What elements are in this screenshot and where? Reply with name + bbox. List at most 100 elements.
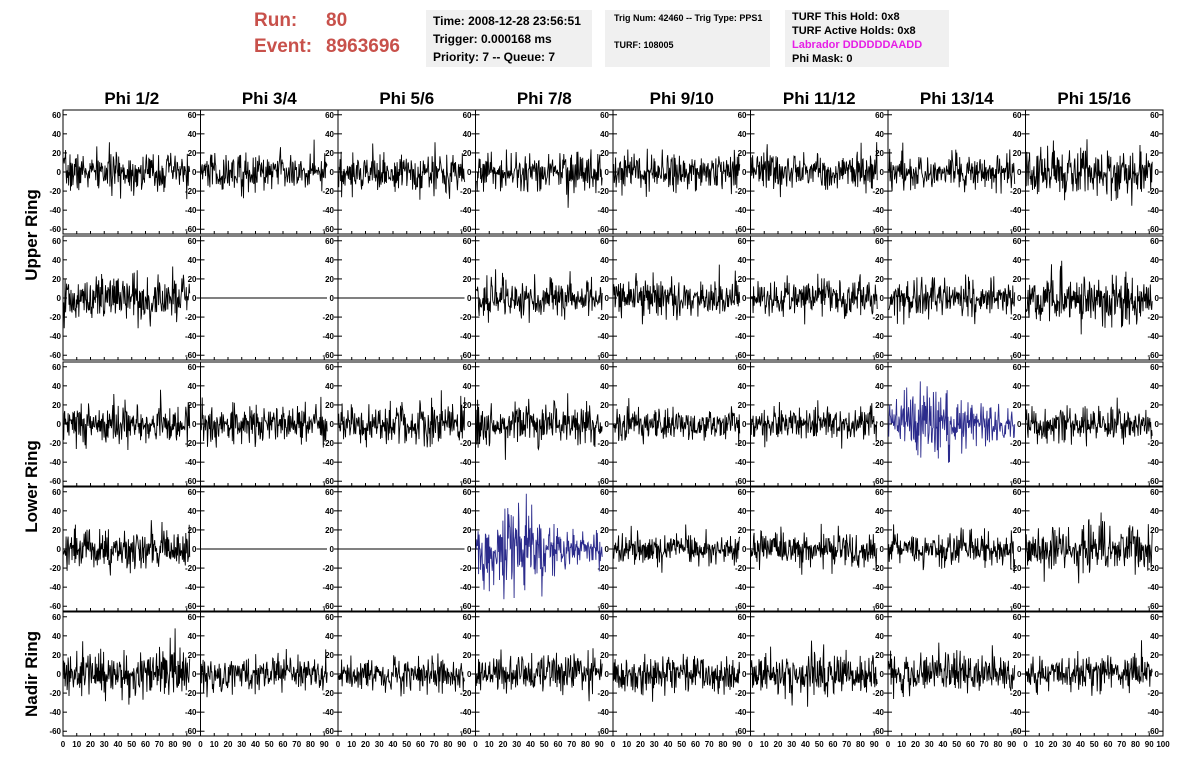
y-tick-label: -60: [322, 477, 334, 486]
y-tick-label: -20: [735, 313, 747, 322]
y-tick-label: -20: [1010, 439, 1022, 448]
y-tick-label: 40: [1013, 507, 1022, 516]
x-tick-label: 30: [100, 740, 109, 749]
waveform-panel: -60 -40 -20 0 20 40 60: [200, 235, 339, 361]
y-tick-label: 20: [875, 149, 884, 158]
x-tick-label: 70: [292, 740, 301, 749]
waveform-trace: [1025, 260, 1153, 335]
x-tick-label: 70: [567, 740, 576, 749]
y-tick-label: 20: [600, 526, 609, 535]
y-tick-label: 20: [738, 401, 747, 410]
x-tick-label: 90: [1145, 740, 1154, 749]
y-tick-label: 20: [325, 651, 334, 660]
x-tick-label: 60: [829, 740, 838, 749]
y-tick-label: -40: [49, 332, 61, 341]
y-tick-label: 0: [880, 545, 885, 554]
time-info-box: Time: 2008-12-28 23:56:51 Trigger: 0.000…: [426, 10, 592, 67]
x-tick-label: 50: [952, 740, 961, 749]
y-tick-label: -60: [460, 602, 472, 611]
y-tick-label: 60: [738, 111, 747, 120]
x-tick-label: 60: [691, 740, 700, 749]
waveform-trace: [338, 653, 465, 697]
y-tick-label: 40: [738, 382, 747, 391]
y-tick-label: 20: [1013, 149, 1022, 158]
x-tick-label: 20: [1049, 740, 1058, 749]
y-tick-label: 40: [1013, 256, 1022, 265]
y-tick-label: 20: [875, 526, 884, 535]
y-tick-label: 60: [738, 363, 747, 372]
y-tick-label: 60: [52, 237, 61, 246]
y-tick-label: -20: [872, 187, 884, 196]
x-tick-label: 60: [554, 740, 563, 749]
y-tick-label: 0: [605, 420, 610, 429]
y-tick-label: -20: [872, 564, 884, 573]
waveform-panel: -60 -40 -20 0 20 40 60: [1025, 361, 1164, 487]
y-tick-label: 40: [875, 130, 884, 139]
y-tick-label: 20: [1150, 275, 1159, 284]
y-tick-label: 40: [463, 256, 472, 265]
y-tick-label: 20: [875, 275, 884, 284]
y-tick-label: 40: [188, 507, 197, 516]
y-tick-label: 0: [880, 670, 885, 679]
y-tick-label: 0: [1155, 670, 1160, 679]
y-tick-label: 60: [1013, 111, 1022, 120]
x-tick-label: 0: [748, 740, 753, 749]
waveform-panel: -60 -40 -20 0 20 40 60: [612, 109, 751, 235]
y-tick-label: 0: [742, 670, 747, 679]
y-tick-label: -20: [735, 689, 747, 698]
waveform-trace: [475, 393, 603, 460]
y-tick-label: -40: [1010, 708, 1022, 717]
x-tick-label: 90: [1007, 740, 1016, 749]
y-tick-label: 40: [738, 256, 747, 265]
y-tick-label: 0: [467, 168, 472, 177]
y-tick-label: -60: [872, 225, 884, 234]
y-tick-label: -20: [49, 564, 61, 573]
x-tick-label: 20: [636, 740, 645, 749]
y-tick-label: 40: [875, 507, 884, 516]
y-tick-label: -60: [185, 477, 197, 486]
y-tick-label: -20: [597, 187, 609, 196]
y-tick-label: 60: [188, 111, 197, 120]
y-tick-label: 60: [1150, 613, 1159, 622]
y-tick-label: -40: [597, 583, 609, 592]
y-tick-label: -20: [460, 313, 472, 322]
y-tick-label: 40: [325, 382, 334, 391]
y-tick-label: 60: [52, 488, 61, 497]
waveform-trace: [63, 389, 191, 451]
y-tick-label: -20: [597, 439, 609, 448]
x-tick-label: 80: [306, 740, 315, 749]
y-tick-label: 0: [880, 420, 885, 429]
y-tick-label: 0: [742, 294, 747, 303]
x-tick-label: 70: [1117, 740, 1126, 749]
x-tick-label: 0: [1023, 740, 1028, 749]
y-tick-label: 60: [1013, 237, 1022, 246]
y-tick-label: 0: [192, 545, 197, 554]
y-tick-label: 20: [188, 401, 197, 410]
y-tick-label: 40: [463, 632, 472, 641]
waveform-trace: [200, 139, 328, 199]
y-tick-label: 0: [57, 670, 62, 679]
waveform-trace: [613, 524, 741, 573]
y-tick-label: -20: [49, 689, 61, 698]
y-tick-label: 60: [1150, 111, 1159, 120]
trig-num-text: Trig Num: 42460 -- Trig Type: PPS1: [614, 13, 763, 23]
y-tick-label: 40: [463, 382, 472, 391]
y-tick-label: 20: [463, 401, 472, 410]
y-tick-label: 20: [188, 275, 197, 284]
y-tick-label: 20: [463, 275, 472, 284]
y-tick-label: -60: [460, 477, 472, 486]
y-tick-label: 20: [600, 149, 609, 158]
y-tick-label: -60: [49, 727, 61, 736]
y-tick-label: 40: [463, 507, 472, 516]
x-tick-label: 50: [265, 740, 274, 749]
waveform-panel: -60 -40 -20 0 20 40 60: [475, 361, 614, 487]
y-tick-label: -40: [185, 458, 197, 467]
y-tick-label: -40: [1010, 332, 1022, 341]
waveform-trace: [888, 142, 1016, 194]
x-tick-label: 0: [336, 740, 341, 749]
y-tick-label: 0: [1017, 670, 1022, 679]
y-tick-label: 40: [600, 256, 609, 265]
y-tick-label: 20: [463, 149, 472, 158]
x-tick-label: 40: [251, 740, 260, 749]
y-tick-label: 20: [738, 275, 747, 284]
